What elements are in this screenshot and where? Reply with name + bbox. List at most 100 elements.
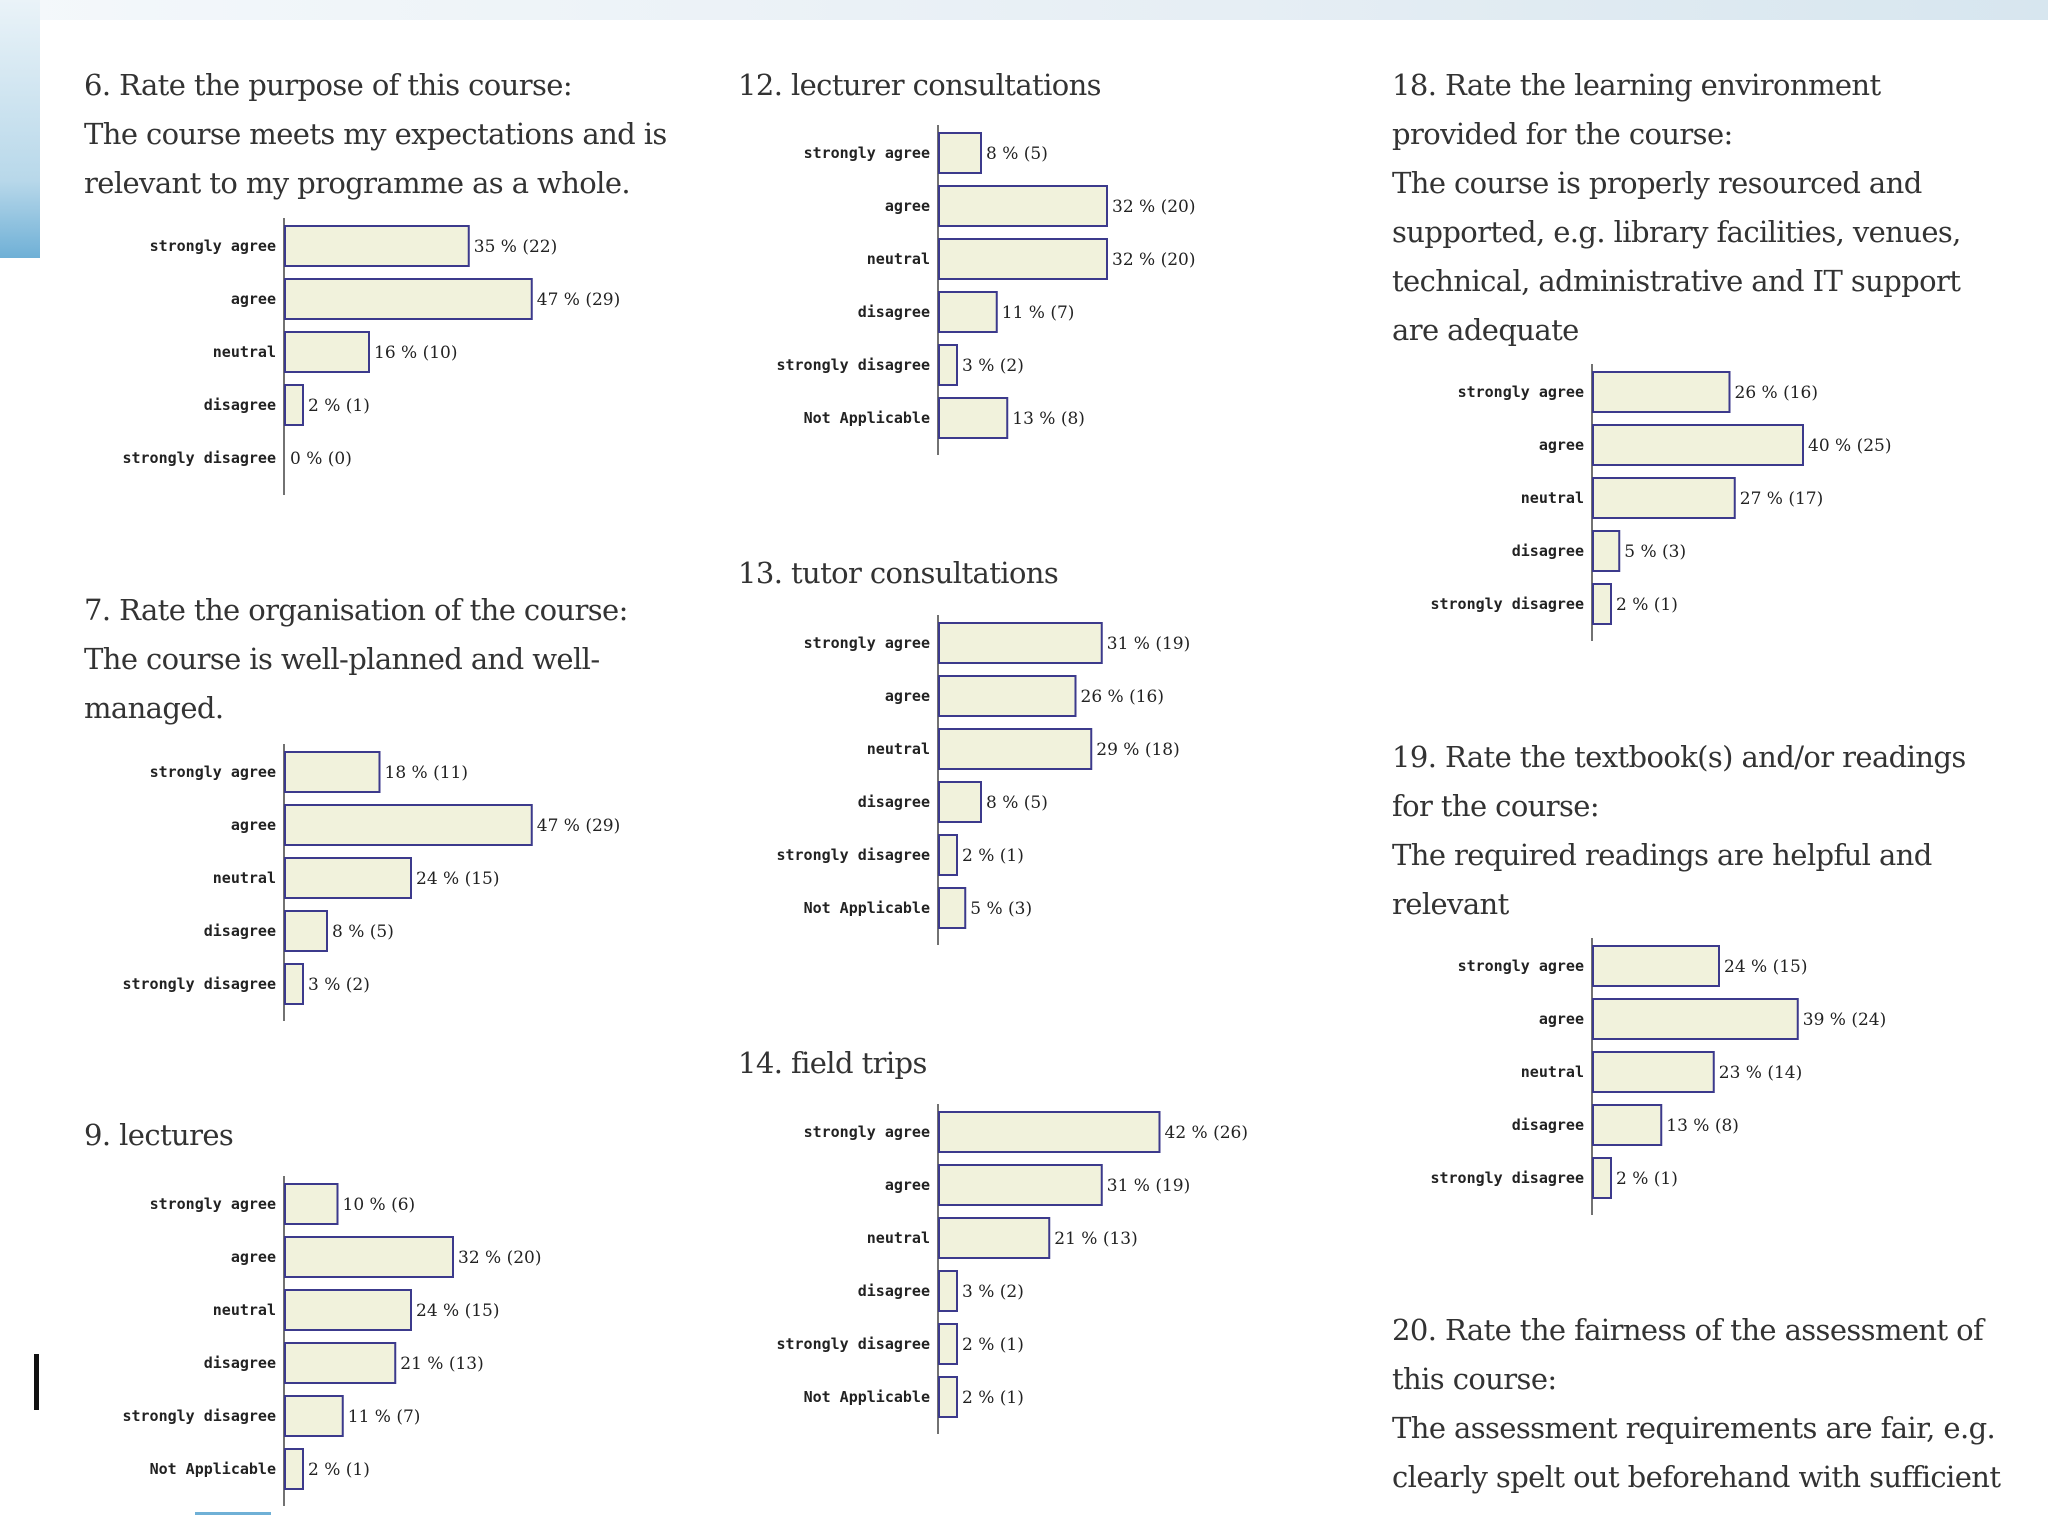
category-label-disagree: disagree [858, 1282, 930, 1300]
top-decor-band [0, 0, 2048, 20]
category-label-strongly-agree: strongly agree [150, 237, 276, 255]
question-12-title: 12. lecturer consultations [738, 68, 1102, 102]
value-label-strongly-disagree: 0 % (0) [290, 449, 352, 469]
bar-agree [284, 278, 533, 320]
value-label-agree: 39 % (24) [1803, 1010, 1887, 1030]
value-label-neutral: 23 % (14) [1719, 1063, 1803, 1083]
value-label-strongly-agree: 24 % (15) [1724, 957, 1808, 977]
value-label-agree: 40 % (25) [1808, 436, 1892, 456]
question-18: 18. Rate the learning environment provid… [1392, 61, 1961, 355]
category-label-neutral: neutral [213, 343, 276, 361]
category-label-neutral: neutral [213, 1301, 276, 1319]
bar-neutral [1592, 1051, 1715, 1093]
value-label-agree: 32 % (20) [1112, 197, 1196, 217]
question-18-title: 18. Rate the learning environment provid… [1392, 68, 1961, 347]
value-label-strongly-agree: 18 % (11) [385, 763, 469, 783]
bar-agree [1592, 998, 1799, 1040]
category-label-strongly-disagree: strongly disagree [776, 846, 930, 864]
category-label-disagree: disagree [1512, 1116, 1584, 1134]
category-label-strongly-disagree: strongly disagree [122, 449, 276, 467]
category-label-agree: agree [231, 290, 276, 308]
value-label-neutral: 24 % (15) [416, 869, 500, 889]
category-label-agree: agree [885, 1176, 930, 1194]
category-label-strongly-agree: strongly agree [804, 144, 930, 162]
category-label-not-applicable: Not Applicable [804, 899, 930, 917]
bar-agree [938, 1164, 1103, 1206]
value-label-strongly-agree: 26 % (16) [1735, 383, 1819, 403]
value-label-not-applicable: 2 % (1) [308, 1460, 370, 1480]
question-9: 9. lectures [84, 1111, 234, 1160]
value-label-agree: 32 % (20) [458, 1248, 542, 1268]
bar-neutral [938, 1217, 1051, 1259]
bar-chart-svg: strongly agree 35 % (22) agree 47 % (29) neu… [122, 218, 621, 495]
bar-disagree [284, 1342, 397, 1384]
value-label-strongly-disagree: 3 % (2) [308, 975, 370, 995]
question-9-title: 9. lectures [84, 1118, 234, 1152]
bar-not-applicable [284, 1448, 304, 1490]
bar-strongly-disagree [938, 344, 958, 386]
value-label-strongly-disagree: 2 % (1) [962, 1335, 1024, 1355]
category-label-not-applicable: Not Applicable [150, 1460, 276, 1478]
question-13: 13. tutor consultations [738, 549, 1059, 598]
value-label-neutral: 21 % (13) [1054, 1229, 1138, 1249]
category-label-strongly-agree: strongly agree [804, 634, 930, 652]
category-label-disagree: disagree [204, 922, 276, 940]
category-label-agree: agree [231, 1248, 276, 1266]
category-label-strongly-agree: strongly agree [1458, 383, 1584, 401]
value-label-disagree: 3 % (2) [962, 1282, 1024, 1302]
value-label-strongly-agree: 8 % (5) [986, 144, 1048, 164]
left-decor-band [0, 0, 40, 258]
value-label-agree: 26 % (16) [1081, 687, 1165, 707]
question-9-chart: strongly agree 10 % (6) agree 32 % (20) neut… [84, 1176, 644, 1506]
category-label-strongly-disagree: strongly disagree [776, 1335, 930, 1353]
bar-disagree [1592, 1104, 1663, 1146]
bar-neutral [284, 331, 370, 373]
bar-strongly-agree [284, 225, 470, 267]
bar-chart-svg: strongly agree 31 % (19) agree 26 % (16) neu… [776, 615, 1190, 945]
question-6-title: 6. Rate the purpose of this course: The … [84, 68, 667, 200]
category-label-strongly-disagree: strongly disagree [122, 975, 276, 993]
question-19-title: 19. Rate the textbook(s) and/or readings… [1392, 740, 1966, 921]
value-label-agree: 47 % (29) [537, 816, 621, 836]
value-label-strongly-disagree: 2 % (1) [962, 846, 1024, 866]
bar-neutral [1592, 477, 1736, 519]
category-label-strongly-disagree: strongly disagree [1430, 595, 1584, 613]
category-label-agree: agree [1539, 436, 1584, 454]
bar-strongly-disagree [938, 834, 958, 876]
question-14-title: 14. field trips [738, 1046, 927, 1080]
category-label-disagree: disagree [858, 793, 930, 811]
value-label-agree: 47 % (29) [537, 290, 621, 310]
value-label-strongly-disagree: 2 % (1) [1616, 1169, 1678, 1189]
category-label-neutral: neutral [213, 869, 276, 887]
value-label-neutral: 24 % (15) [416, 1301, 500, 1321]
bar-strongly-disagree [938, 1323, 958, 1365]
category-label-disagree: disagree [858, 303, 930, 321]
bar-strongly-disagree [284, 1395, 344, 1437]
category-label-neutral: neutral [867, 1229, 930, 1247]
question-6: 6. Rate the purpose of this course: The … [84, 61, 667, 208]
left-edge-mark [34, 1354, 39, 1410]
category-label-neutral: neutral [1521, 1063, 1584, 1081]
bar-agree [938, 185, 1108, 227]
value-label-disagree: 13 % (8) [1666, 1116, 1739, 1136]
bar-agree [284, 1236, 454, 1278]
category-label-strongly-disagree: strongly disagree [1430, 1169, 1584, 1187]
bar-not-applicable [938, 397, 1009, 439]
value-label-neutral: 32 % (20) [1112, 250, 1196, 270]
question-18-chart: strongly agree 26 % (16) agree 40 % (25) neu… [1392, 364, 1952, 641]
bar-neutral [938, 728, 1093, 770]
category-label-agree: agree [1539, 1010, 1584, 1028]
value-label-not-applicable: 2 % (1) [962, 1388, 1024, 1408]
value-label-disagree: 2 % (1) [308, 396, 370, 416]
value-label-strongly-agree: 10 % (6) [343, 1195, 416, 1215]
category-label-not-applicable: Not Applicable [804, 409, 930, 427]
category-label-disagree: disagree [204, 1354, 276, 1372]
bar-disagree [938, 291, 998, 333]
question-14: 14. field trips [738, 1039, 927, 1088]
category-label-strongly-agree: strongly agree [1458, 957, 1584, 975]
bar-neutral [284, 1289, 412, 1331]
category-label-strongly-agree: strongly agree [150, 763, 276, 781]
bar-chart-svg: strongly agree 18 % (11) agree 47 % (29) neu… [122, 744, 621, 1021]
value-label-strongly-disagree: 3 % (2) [962, 356, 1024, 376]
bar-chart-svg: strongly agree 24 % (15) agree 39 % (24) neu… [1430, 938, 1887, 1215]
